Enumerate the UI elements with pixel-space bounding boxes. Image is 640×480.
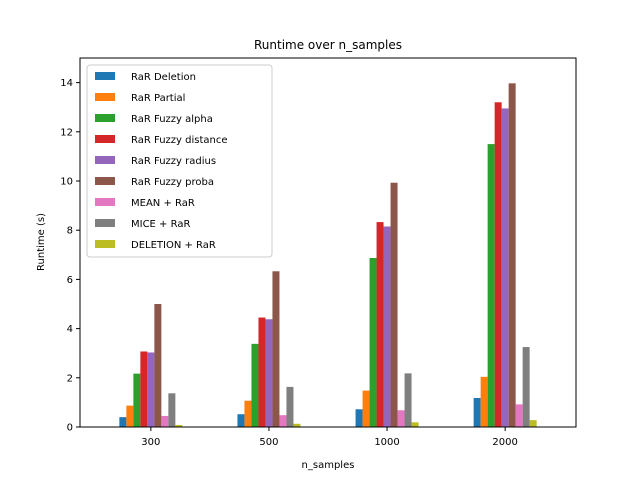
- bar: [265, 319, 273, 427]
- y-tick-label: 2: [67, 373, 73, 384]
- bar: [390, 182, 398, 427]
- bar: [272, 271, 280, 427]
- bar: [404, 373, 412, 427]
- legend-label: RaR Fuzzy proba: [131, 177, 214, 188]
- legend-swatch: [95, 135, 115, 143]
- legend-label: RaR Partial: [131, 93, 185, 104]
- bar: [411, 422, 419, 427]
- chart-title: Runtime over n_samples: [254, 38, 402, 52]
- bar: [522, 347, 530, 427]
- legend-label: RaR Fuzzy alpha: [131, 114, 213, 125]
- legend-swatch: [95, 72, 115, 80]
- bar: [397, 410, 405, 427]
- legend-label: RaR Fuzzy distance: [131, 135, 228, 146]
- y-tick-label: 6: [67, 275, 73, 286]
- bar: [126, 405, 134, 427]
- bars-layer: [119, 83, 537, 428]
- legend-swatch: [95, 114, 115, 122]
- bar: [383, 226, 391, 427]
- bar: [251, 343, 259, 427]
- legend-swatch: [95, 219, 115, 227]
- bar: [369, 258, 377, 427]
- x-tick-label: 2000: [492, 437, 517, 448]
- legend-label: MEAN + RaR: [131, 198, 195, 209]
- y-tick-label: 14: [60, 78, 73, 89]
- x-tick-label: 300: [141, 437, 160, 448]
- bar: [529, 420, 537, 427]
- legend-label: RaR Fuzzy radius: [131, 156, 216, 167]
- bar: [140, 351, 148, 427]
- legend: RaR Deletion RaR Partial RaR Fuzzy alpha Ra…: [86, 64, 273, 258]
- legend-swatch: [95, 177, 115, 185]
- legend-label: DELETION + RaR: [131, 240, 216, 251]
- bar: [355, 409, 363, 427]
- bar: [168, 393, 176, 427]
- bar: [494, 102, 502, 427]
- y-tick-label: 8: [67, 226, 73, 237]
- y-tick-label: 10: [60, 177, 73, 188]
- bar: [119, 417, 127, 427]
- legend-frame: [86, 64, 273, 258]
- bar: [362, 390, 370, 427]
- bar: [480, 376, 488, 427]
- bar: [175, 425, 183, 427]
- bar: [133, 373, 141, 427]
- legend-label: MICE + RaR: [131, 219, 190, 230]
- bar: [147, 352, 155, 427]
- x-axis-title: n_samples: [302, 460, 355, 471]
- bar: [286, 386, 294, 427]
- bar: [293, 423, 301, 427]
- bar: [501, 108, 509, 428]
- bar: [376, 222, 384, 427]
- bar: [515, 404, 523, 427]
- legend-label: RaR Deletion: [131, 72, 196, 83]
- y-tick-label: 4: [67, 324, 73, 335]
- axes-layer: 0 2 4 6 8 10 12 14 300 500 1000 2000: [60, 78, 518, 448]
- legend-swatch: [95, 240, 115, 248]
- plot-frame: [79, 57, 577, 428]
- bar: [237, 414, 245, 427]
- bar: [161, 415, 169, 427]
- y-tick-label: 0: [67, 423, 73, 434]
- legend-swatch: [95, 156, 115, 164]
- bar: [508, 83, 516, 427]
- bar: [279, 415, 287, 427]
- bar: [487, 144, 495, 427]
- legend-swatch: [95, 93, 115, 101]
- x-tick-label: 500: [259, 437, 278, 448]
- bar: [244, 400, 252, 427]
- bar: [154, 304, 162, 427]
- bar: [258, 317, 266, 427]
- y-axis-title: Runtime (s): [36, 213, 47, 271]
- y-tick-label: 12: [60, 127, 73, 138]
- legend-swatch: [95, 198, 115, 206]
- bar: [473, 397, 481, 427]
- x-tick-label: 1000: [374, 437, 399, 448]
